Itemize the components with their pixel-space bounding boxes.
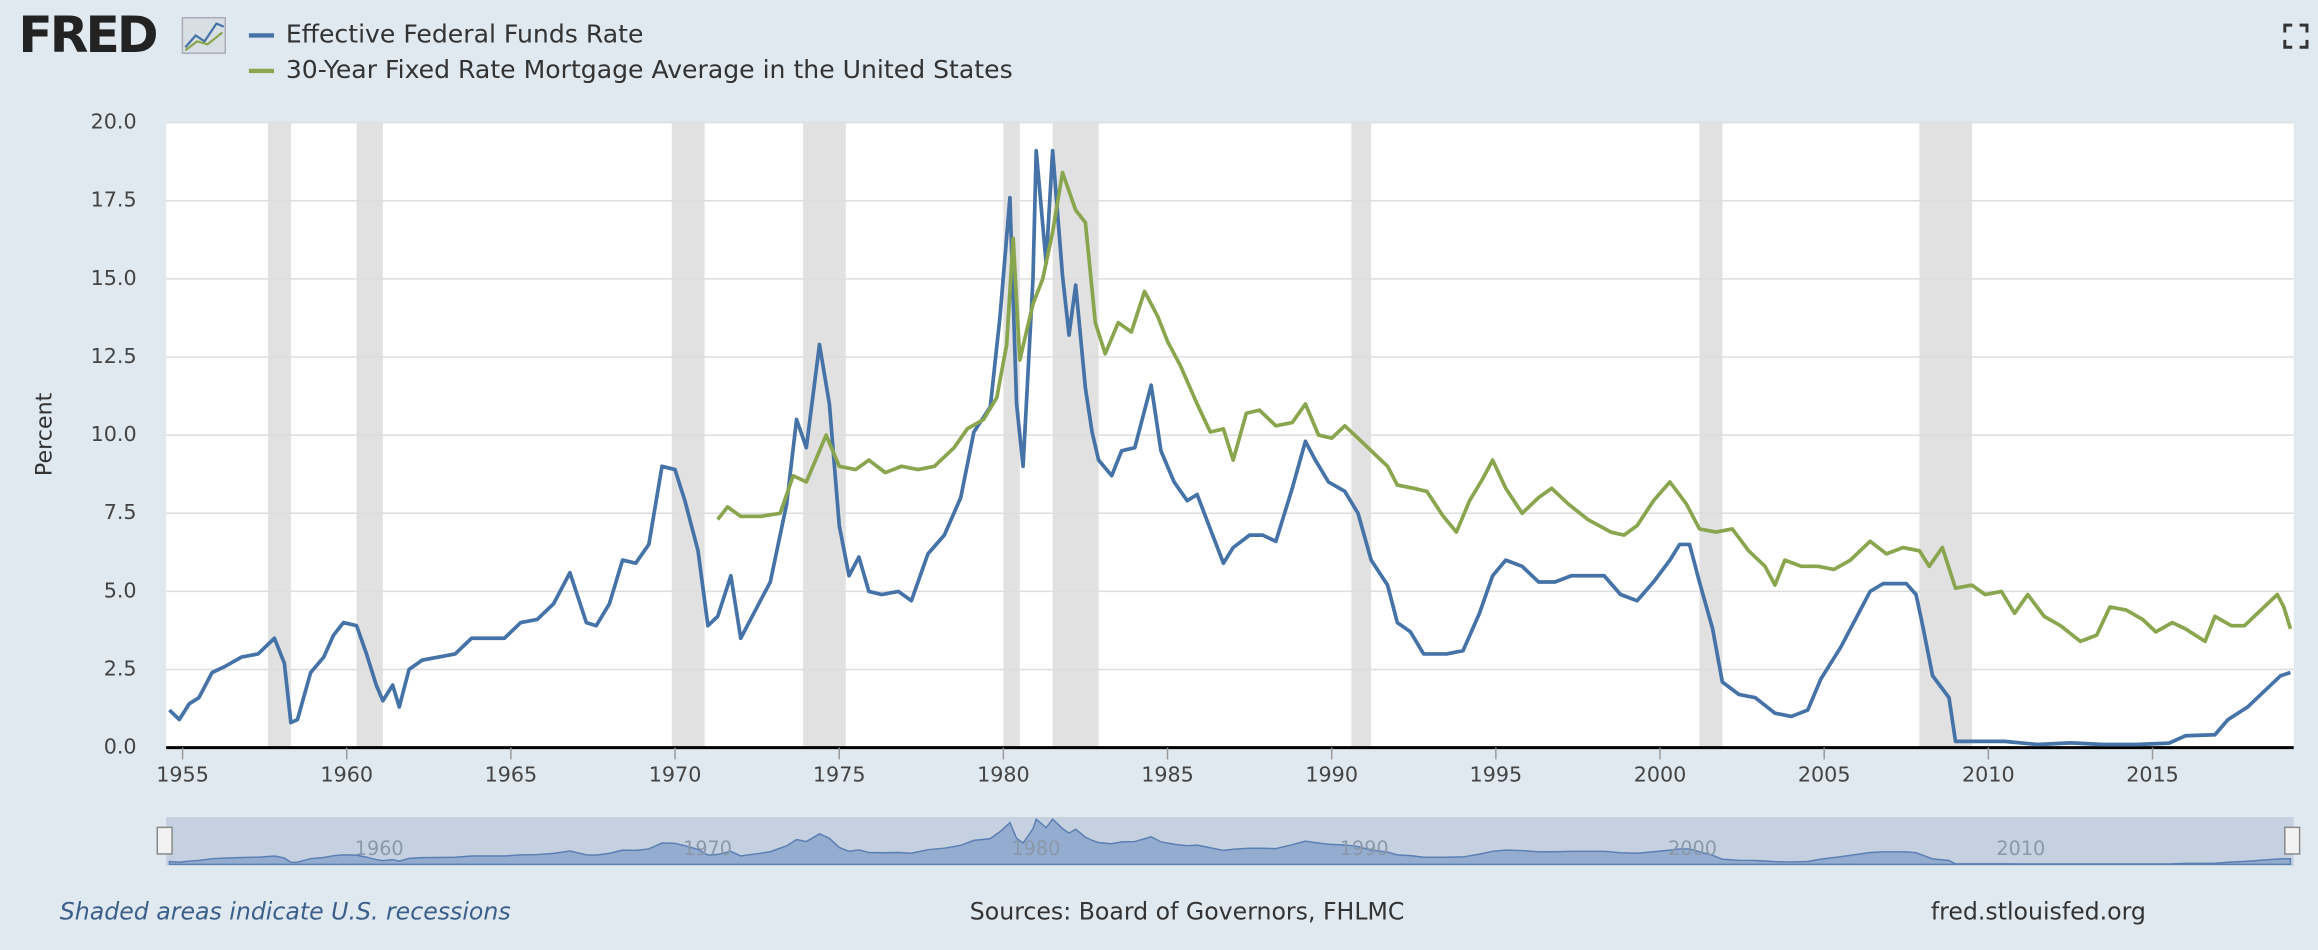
navigator-label: 1980 [1011,837,1060,860]
x-tick-label: 1980 [977,763,1030,787]
navigator-label: 2000 [1668,837,1717,860]
navigator-label: 1960 [355,837,404,860]
recession-note: Shaded areas indicate U.S. recessions [60,898,511,926]
x-tick-label: 2005 [1798,763,1851,787]
y-tick-label: 15.0 [91,266,137,290]
navigator-label: 1970 [683,837,732,860]
y-tick-label: 12.5 [91,344,137,368]
legend-label: 30-Year Fixed Rate Mortgage Average in t… [286,55,1013,84]
x-tick-label: 1995 [1470,763,1523,787]
x-tick-label: 2015 [2126,763,2179,787]
x-tick-label: 2000 [1634,763,1687,787]
y-tick-label: 7.5 [104,500,137,524]
x-tick-label: 1985 [1141,763,1194,787]
series-line [716,170,2293,644]
y-tick-label: 2.5 [104,656,137,680]
x-tick-label: 1955 [156,763,209,787]
x-tick-label: 1990 [1305,763,1358,787]
fullscreen-icon[interactable] [2283,23,2309,49]
site-url[interactable]: fred.stlouisfed.org [1931,898,2146,926]
brand-logo[interactable]: FRED [18,5,159,64]
x-tick-label: 1975 [813,763,866,787]
y-tick-label: 5.0 [104,578,137,602]
x-tick-label: 1970 [649,763,702,787]
y-tick-label: 17.5 [91,188,137,212]
x-tick-label: 1965 [485,763,538,787]
y-axis-label: Percent [32,392,58,476]
navigator-handle-left[interactable] [156,826,173,855]
y-tick-label: 10.0 [91,422,137,446]
sources: Sources: Board of Governors, FHLMC [970,898,1405,926]
x-tick-label: 2010 [1962,763,2015,787]
navigator-handle-right[interactable] [2284,826,2301,855]
x-tick-label: 1960 [320,763,373,787]
logo-icon [181,16,226,54]
navigator-label: 2010 [1996,837,2045,860]
y-tick-label: 20.0 [91,110,137,134]
series-line [168,148,2292,747]
y-tick-label: 0.0 [104,735,137,759]
navigator-area [168,817,2292,866]
navigator-label: 1990 [1340,837,1389,860]
legend-label: Effective Federal Funds Rate [286,19,644,48]
